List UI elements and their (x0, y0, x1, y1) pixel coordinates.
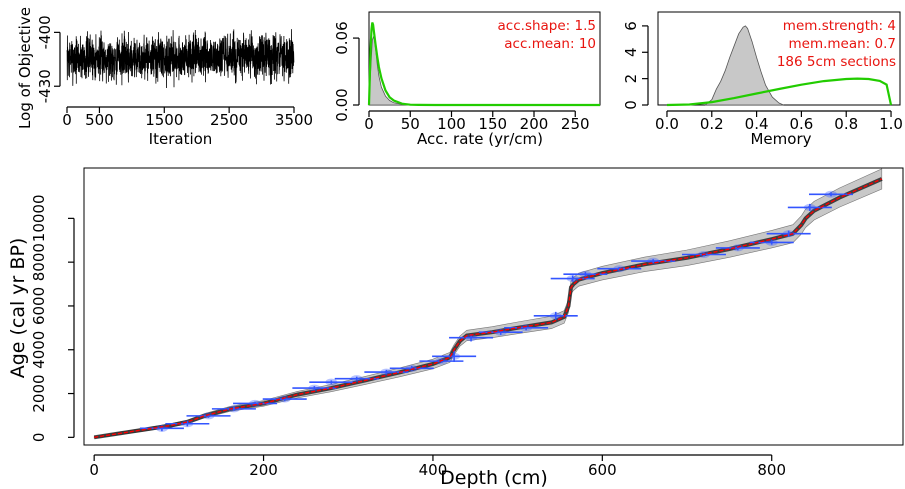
x-axis-label: Depth (cm) (440, 467, 548, 489)
dated-sample (809, 190, 854, 198)
x-tick-label: 50 (401, 115, 420, 133)
acc-rate-panel: 0 50 100 150 200 250 0.00 0.06 Acc. rate (yr/cm)… (333, 11, 601, 148)
y-tick-label: 8000 (30, 243, 48, 281)
x-tick-label: 200 (249, 461, 278, 479)
objective-panel: 0 500 1500 2500 3500 -400 -430 Iteration Log of … (16, 7, 313, 148)
dated-sample-blob (494, 328, 507, 336)
x-axis-label: Acc. rate (yr/cm) (417, 130, 543, 148)
y-tick-label: 10000 (30, 195, 48, 243)
x-tick-label: 0.8 (834, 115, 858, 133)
x-tick-label: 800 (757, 461, 786, 479)
prior-curve (367, 22, 600, 107)
dated-sample (787, 203, 832, 211)
dated-sample-blob (566, 275, 579, 283)
x-tick-label: 200 (520, 115, 549, 133)
dated-sample-blob (308, 384, 321, 392)
y-axis-label: Age (cal yr BP) (7, 238, 29, 379)
dated-sample (550, 275, 595, 283)
x-tick-label: 600 (588, 461, 617, 479)
dated-sample (533, 311, 578, 320)
mean-model-line (94, 178, 883, 438)
memory-panel: 0.0 0.2 0.4 0.6 0.8 1.0 0 2 4 6 Memory mem.strength… (622, 11, 903, 148)
dated-sample-blob (278, 395, 291, 403)
annotation: mem.mean: 0.7 (789, 36, 897, 52)
annotation: acc.mean: 10 (504, 36, 596, 52)
posterior-area (704, 25, 784, 106)
dated-sample (449, 333, 494, 342)
dated-sample-blob (825, 190, 838, 198)
model-envelope (93, 168, 883, 439)
y-axis-label: Log of Objective (16, 7, 34, 129)
y-tick-label: 0.00 (333, 88, 351, 121)
y-tick-label: 6000 (30, 287, 48, 325)
y-tick-label: 6 (622, 21, 640, 31)
x-tick-label: 1500 (145, 111, 183, 129)
y-tick-label: -430 (36, 69, 54, 103)
x-tick-label: 0.4 (745, 115, 769, 133)
dated-sample-blob (202, 412, 215, 420)
dated-sample-blob (227, 405, 240, 413)
dated-sample-blob (380, 368, 393, 376)
dated-sample-blob (181, 420, 194, 428)
plot-frame (83, 167, 904, 446)
dated-sample (309, 378, 354, 386)
dated-sample-blob (803, 203, 816, 211)
objective-trace (66, 29, 295, 89)
y-tick-label: 4 (622, 47, 640, 57)
dated-sample-blob (350, 375, 363, 383)
x-tick-label: 250 (561, 115, 590, 133)
x-tick-label: 1.0 (879, 115, 903, 133)
dated-sample (211, 405, 256, 413)
x-tick-label: 0.0 (655, 115, 679, 133)
dated-sample-blob (325, 378, 338, 386)
dated-sample-blob (765, 238, 778, 246)
dated-sample (139, 424, 184, 432)
x-tick-label: 0.2 (700, 115, 724, 133)
y-tick-label: 2 (622, 74, 640, 84)
prior-curve (666, 77, 893, 107)
y-tick-label: 2000 (30, 374, 48, 412)
dated-sample-blob (579, 270, 592, 278)
x-axis-label: Iteration (149, 130, 213, 148)
dated-sample-blob (155, 424, 168, 432)
x-tick-label: 100 (437, 115, 466, 133)
x-tick-label: 3500 (275, 111, 313, 129)
y-tick-label: 0 (30, 433, 48, 443)
y-tick-label: 0 (622, 100, 640, 110)
dated-sample-blob (249, 399, 262, 407)
y-tick-label: -400 (36, 15, 54, 49)
x-tick-label: 0 (364, 115, 374, 133)
model-core-band (93, 177, 883, 440)
annotation: acc.shape: 1.5 (498, 18, 596, 34)
x-tick-label: 0 (62, 111, 72, 129)
y-tick-label: 4000 (30, 331, 48, 369)
dated-sample (563, 270, 608, 278)
x-tick-label: 2500 (210, 111, 248, 129)
x-tick-label: 0 (89, 461, 99, 479)
age-depth-panel: 0 200 400 600 8000200040006000800010000Depth… (7, 167, 904, 489)
x-tick-label: 400 (419, 461, 448, 479)
dated-sample-blob (465, 334, 478, 342)
y-tick-label: 0.06 (333, 21, 351, 54)
annotation: mem.strength: 4 (783, 18, 896, 34)
x-axis-label: Memory (750, 130, 811, 148)
dated-sample-blob (549, 312, 562, 320)
dated-sample-blob (613, 265, 626, 273)
annotation: 186 5cm sections (777, 54, 896, 70)
dated-sample (478, 328, 523, 336)
x-tick-label: 500 (85, 111, 114, 129)
dated-sample-blob (405, 364, 418, 372)
x-tick-label: 150 (478, 115, 507, 133)
x-tick-label: 0.6 (789, 115, 813, 133)
dated-sample (262, 395, 307, 403)
